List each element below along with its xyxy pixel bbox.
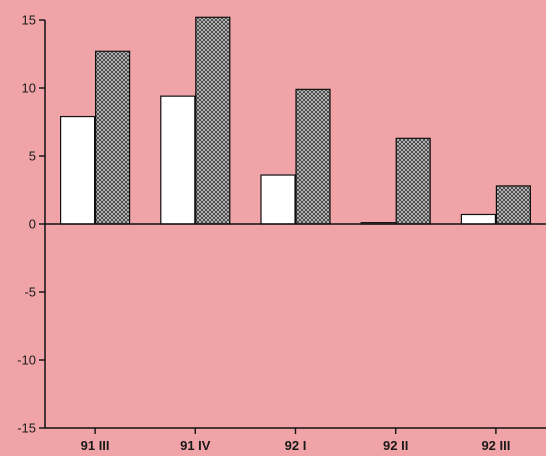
bar-series-1-4 xyxy=(460,213,496,225)
bar-series-2-2 xyxy=(295,88,331,225)
bar-series-1-2 xyxy=(260,174,296,225)
x-tick-label: 92 I xyxy=(285,438,307,453)
y-tick-label: 10 xyxy=(22,81,36,96)
bar-series-2-1 xyxy=(195,16,231,225)
x-axis: 91 III 91 IV 92 I 92 II 92 III xyxy=(81,428,510,453)
bar-series-1-0 xyxy=(59,115,96,225)
y-tick-label: -10 xyxy=(17,353,36,368)
x-tick-label: 91 IV xyxy=(180,438,211,453)
bar-series-2-0 xyxy=(94,50,131,225)
bar-series-1-1 xyxy=(160,95,196,225)
x-tick-label: 92 III xyxy=(481,438,510,453)
bar-series-2-3 xyxy=(395,137,431,225)
bars xyxy=(59,16,531,225)
y-tick-label: 0 xyxy=(29,217,36,232)
x-tick-label: 92 II xyxy=(383,438,408,453)
y-tick-label: 5 xyxy=(29,149,36,164)
y-tick-label: -5 xyxy=(24,285,36,300)
y-tick-label: -15 xyxy=(17,421,36,436)
bar-series-2-4 xyxy=(495,185,531,225)
y-axis: 15 10 5 0 -5 -10 -15 xyxy=(17,13,45,436)
y-tick-label: 15 xyxy=(22,13,36,28)
x-tick-label: 91 III xyxy=(81,438,110,453)
